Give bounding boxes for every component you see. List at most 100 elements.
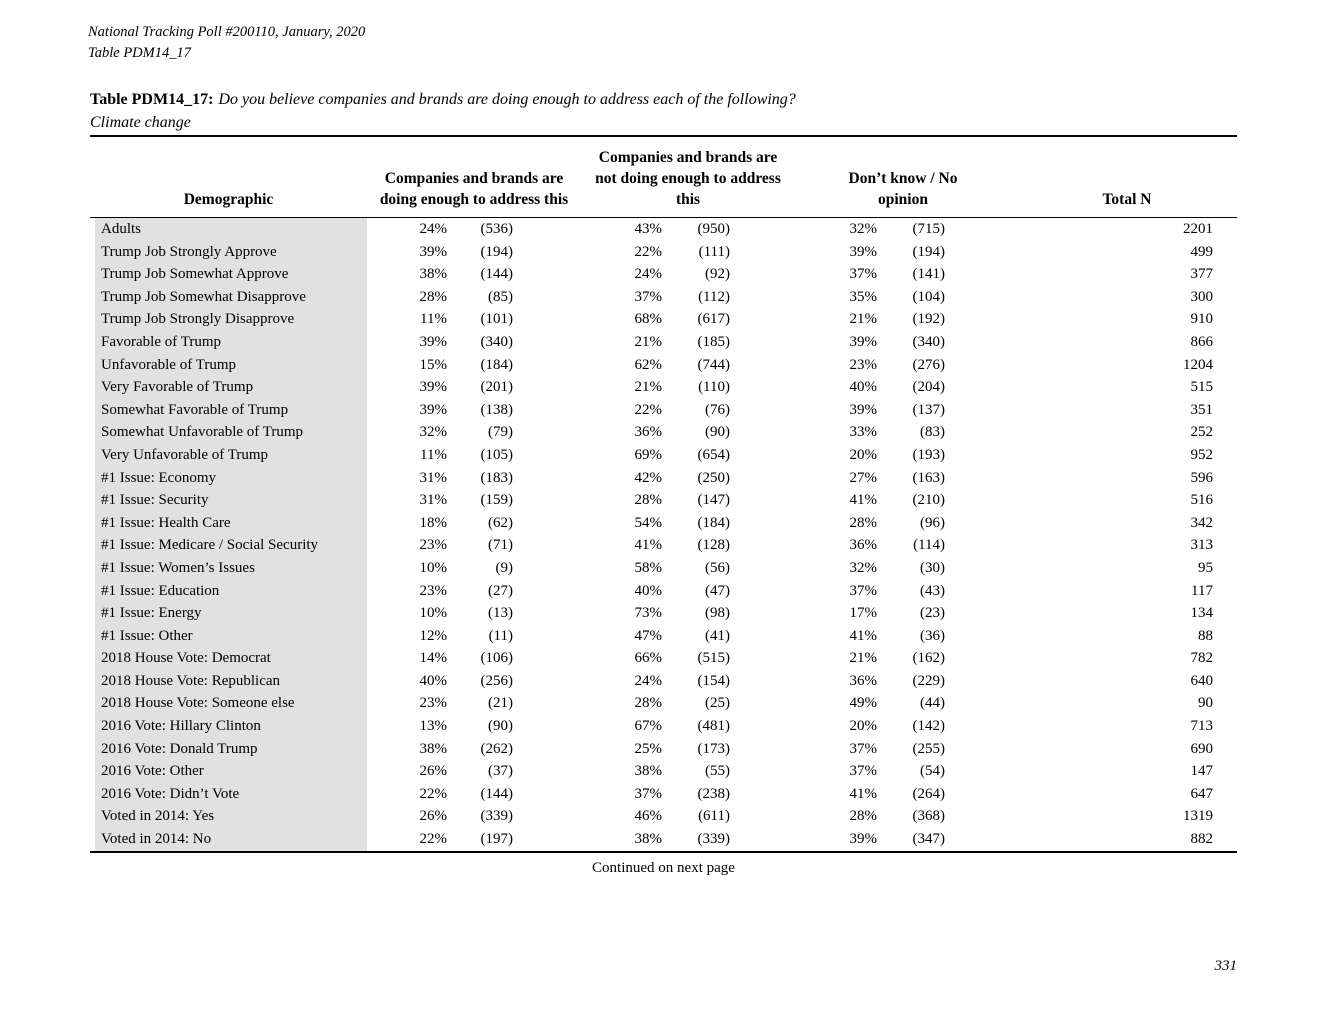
- total-n-cell: 117: [1191, 582, 1213, 599]
- n-dont-know: (276): [912, 356, 946, 373]
- n-doing-enough: (21): [488, 695, 513, 712]
- demographic-cell: #1 Issue: Other: [90, 624, 367, 648]
- table-row: Trump Job Somewhat Disapprove 28% (85) 3…: [90, 285, 1237, 309]
- n-doing-enough: (37): [488, 763, 513, 780]
- demographic-cell: Voted in 2014: Yes: [90, 805, 367, 829]
- table-row: Very Unfavorable of Trump 11% (105) 69% …: [90, 443, 1237, 467]
- n-doing-enough: (138): [480, 401, 514, 418]
- pct-doing-enough: 18%: [419, 514, 448, 531]
- pct-doing-enough: 26%: [419, 763, 448, 780]
- pct-not-doing-enough: 43%: [634, 221, 663, 237]
- total-n-cell: 910: [1190, 311, 1214, 328]
- n-dont-know: (368): [912, 808, 946, 825]
- pct-not-doing-enough: 69%: [634, 446, 663, 463]
- n-not-doing-enough: (154): [697, 672, 731, 689]
- pct-dont-know: 41%: [849, 492, 878, 509]
- n-not-doing-enough: (654): [697, 446, 731, 463]
- demographic-cell: #1 Issue: Medicare / Social Security: [90, 534, 367, 557]
- table-row: Trump Job Strongly Approve 39% (194) 22%…: [90, 240, 1237, 264]
- n-not-doing-enough: (515): [697, 650, 731, 667]
- pct-dont-know: 33%: [849, 424, 878, 441]
- total-n-cell: 499: [1190, 243, 1214, 260]
- n-doing-enough: (13): [488, 605, 513, 622]
- pct-not-doing-enough: 62%: [634, 356, 663, 373]
- pct-dont-know: 28%: [849, 808, 878, 825]
- pct-not-doing-enough: 22%: [634, 401, 663, 418]
- n-dont-know: (340): [912, 333, 946, 350]
- n-dont-know: (96): [920, 514, 945, 531]
- n-not-doing-enough: (744): [697, 356, 731, 373]
- total-n-cell: 351: [1190, 401, 1214, 418]
- n-not-doing-enough: (25): [705, 695, 730, 712]
- total-n-cell: 516: [1190, 492, 1214, 509]
- n-dont-know: (36): [920, 627, 945, 644]
- pct-not-doing-enough: 37%: [634, 785, 663, 802]
- pct-dont-know: 41%: [849, 627, 878, 644]
- n-not-doing-enough: (98): [705, 605, 730, 622]
- pct-doing-enough: 15%: [419, 356, 448, 373]
- pct-dont-know: 36%: [849, 537, 878, 554]
- pct-doing-enough: 12%: [419, 627, 448, 644]
- n-not-doing-enough: (56): [705, 559, 730, 576]
- pct-doing-enough: 24%: [419, 221, 448, 237]
- demographic-cell: 2016 Vote: Donald Trump: [90, 737, 367, 761]
- n-doing-enough: (194): [480, 243, 514, 260]
- demographic-cell: #1 Issue: Security: [90, 489, 367, 512]
- n-dont-know: (255): [912, 740, 946, 757]
- total-n-cell: 713: [1190, 718, 1214, 735]
- n-not-doing-enough: (611): [698, 808, 730, 825]
- table-row: Somewhat Favorable of Trump 39% (138) 22…: [90, 398, 1237, 422]
- pct-not-doing-enough: 73%: [634, 605, 663, 622]
- n-dont-know: (141): [912, 266, 946, 283]
- total-n-cell: 647: [1190, 785, 1214, 802]
- total-n-cell: 90: [1198, 695, 1213, 712]
- n-doing-enough: (27): [488, 582, 513, 599]
- pct-dont-know: 37%: [849, 582, 878, 599]
- table-title-prefix: Table PDM14_17:: [90, 91, 214, 108]
- table-row: 2016 Vote: Didn’t Vote 22% (144) 37% (23…: [90, 782, 1237, 806]
- pct-dont-know: 39%: [849, 333, 878, 350]
- pct-dont-know: 23%: [849, 356, 878, 373]
- total-n-cell: 866: [1190, 333, 1214, 350]
- n-not-doing-enough: (76): [705, 401, 730, 418]
- n-not-doing-enough: (481): [697, 718, 731, 735]
- total-n-cell: 88: [1198, 627, 1213, 644]
- pct-not-doing-enough: 24%: [634, 672, 663, 689]
- table-title-line: Table PDM14_17: Do you believe companies …: [90, 88, 796, 111]
- total-n-cell: 640: [1190, 672, 1214, 689]
- n-not-doing-enough: (173): [697, 740, 731, 757]
- demographic-cell: Trump Job Somewhat Approve: [90, 263, 367, 286]
- n-doing-enough: (536): [480, 221, 514, 237]
- column-header-doing-enough: Companies and brands are doing enough to…: [367, 136, 568, 218]
- n-not-doing-enough: (92): [705, 266, 730, 283]
- pct-not-doing-enough: 46%: [634, 808, 663, 825]
- pct-doing-enough: 38%: [419, 266, 448, 283]
- pct-dont-know: 37%: [849, 740, 878, 757]
- pct-doing-enough: 22%: [419, 831, 448, 848]
- table-row: #1 Issue: Medicare / Social Security 23%…: [90, 534, 1237, 557]
- pct-not-doing-enough: 54%: [634, 514, 663, 531]
- pct-not-doing-enough: 21%: [634, 333, 663, 350]
- demographic-cell: #1 Issue: Economy: [90, 466, 367, 490]
- total-n-cell: 2201: [1183, 221, 1213, 237]
- pct-doing-enough: 31%: [419, 492, 448, 509]
- demographic-cell: Trump Job Somewhat Disapprove: [90, 285, 367, 309]
- pct-not-doing-enough: 38%: [634, 763, 663, 780]
- pct-doing-enough: 13%: [419, 718, 448, 735]
- continued-note: Continued on next page: [592, 860, 735, 876]
- n-doing-enough: (256): [480, 672, 514, 689]
- n-not-doing-enough: (147): [697, 492, 731, 509]
- total-n-cell: 1204: [1183, 356, 1213, 373]
- n-dont-know: (142): [912, 718, 946, 735]
- n-not-doing-enough: (112): [698, 288, 730, 305]
- n-not-doing-enough: (128): [697, 537, 731, 554]
- table-row: #1 Issue: Energy 10% (13) 73% (98) 17% (…: [90, 602, 1237, 625]
- n-doing-enough: (71): [488, 537, 513, 554]
- n-dont-know: (229): [912, 672, 946, 689]
- table-row: 2016 Vote: Donald Trump 38% (262) 25% (1…: [90, 737, 1237, 761]
- table-row: Unfavorable of Trump 15% (184) 62% (744)…: [90, 353, 1237, 377]
- demographic-cell: Very Favorable of Trump: [90, 376, 367, 399]
- demographic-cell: Unfavorable of Trump: [90, 353, 367, 377]
- column-header-not-doing-enough: Companies and brands are not doing enoug…: [513, 136, 781, 218]
